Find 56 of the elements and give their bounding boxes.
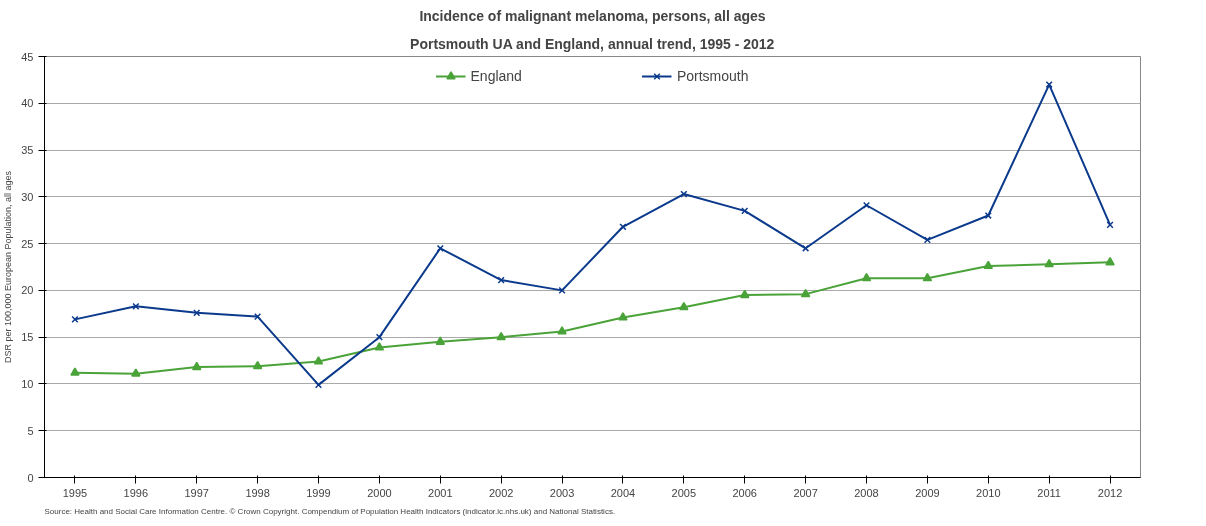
y-tick-label: 15 (21, 331, 34, 344)
x-tick-label: 1999 (306, 486, 331, 499)
y-tick-label: 35 (21, 144, 34, 157)
x-tick-label: 2010 (976, 486, 1001, 499)
point (191, 361, 202, 371)
legend-label: Portsmouth (676, 68, 749, 84)
point (436, 244, 444, 252)
point (496, 331, 506, 341)
x-tick-label: 2008 (854, 486, 879, 499)
point (313, 356, 324, 365)
x-tick-label: 2005 (671, 486, 697, 499)
point (739, 289, 750, 299)
x-tick-label: 2012 (1097, 486, 1123, 499)
point (314, 381, 323, 389)
point (861, 272, 872, 282)
point (1105, 256, 1115, 266)
point (1106, 221, 1114, 229)
x-tick-label: 2011 (1037, 486, 1061, 499)
y-tick-label: 30 (21, 190, 34, 203)
source-note: Source: Health and Social Care Information Centre. © Crown Copyright. Compendium of Population Health Indicators (indicator.ic.nhs.uk) and National Statistics. (44, 506, 616, 516)
y-tick-label: 20 (21, 284, 34, 297)
y-tick-label: 10 (21, 377, 34, 390)
point (131, 368, 141, 377)
point (618, 312, 628, 321)
x-tick-label: 1998 (245, 486, 270, 499)
chart-title: Incidence of malignant melanoma, persons, all ages (419, 7, 766, 24)
y-tick-label: 5 (27, 424, 34, 437)
point (1044, 258, 1054, 268)
point (983, 260, 994, 270)
x-tick-label: 2004 (610, 486, 636, 499)
point (70, 367, 80, 376)
x-tick-label: 2001 (428, 486, 453, 499)
y-tick-label: 25 (21, 237, 34, 250)
x-tick-label: 1997 (184, 486, 209, 499)
legend-label: England (470, 68, 522, 84)
x-tick-label: 2003 (549, 486, 575, 499)
x-tick-label: 2009 (915, 486, 940, 499)
point (557, 326, 567, 335)
y-tick-label: 40 (21, 97, 34, 110)
point (252, 360, 263, 370)
x-tick-label: 2000 (367, 486, 392, 499)
y-tick-label: 45 (21, 50, 34, 63)
y-tick-label: 0 (27, 471, 34, 484)
point (254, 313, 262, 321)
y-axis-title: DSR per 100,000 European Population, all ages (3, 170, 14, 364)
point (800, 288, 811, 298)
x-tick-label: 2007 (793, 486, 818, 499)
x-tick-label: 1996 (123, 486, 149, 499)
chart-subtitle: Portsmouth UA and England, annual trend, 1995 - 2012 (410, 35, 775, 52)
point (922, 272, 933, 282)
x-tick-label: 1995 (62, 486, 88, 499)
x-tick-label: 2006 (732, 486, 757, 499)
x-tick-label: 2002 (488, 486, 514, 499)
point (679, 301, 689, 311)
point (374, 342, 385, 351)
point (435, 336, 446, 345)
